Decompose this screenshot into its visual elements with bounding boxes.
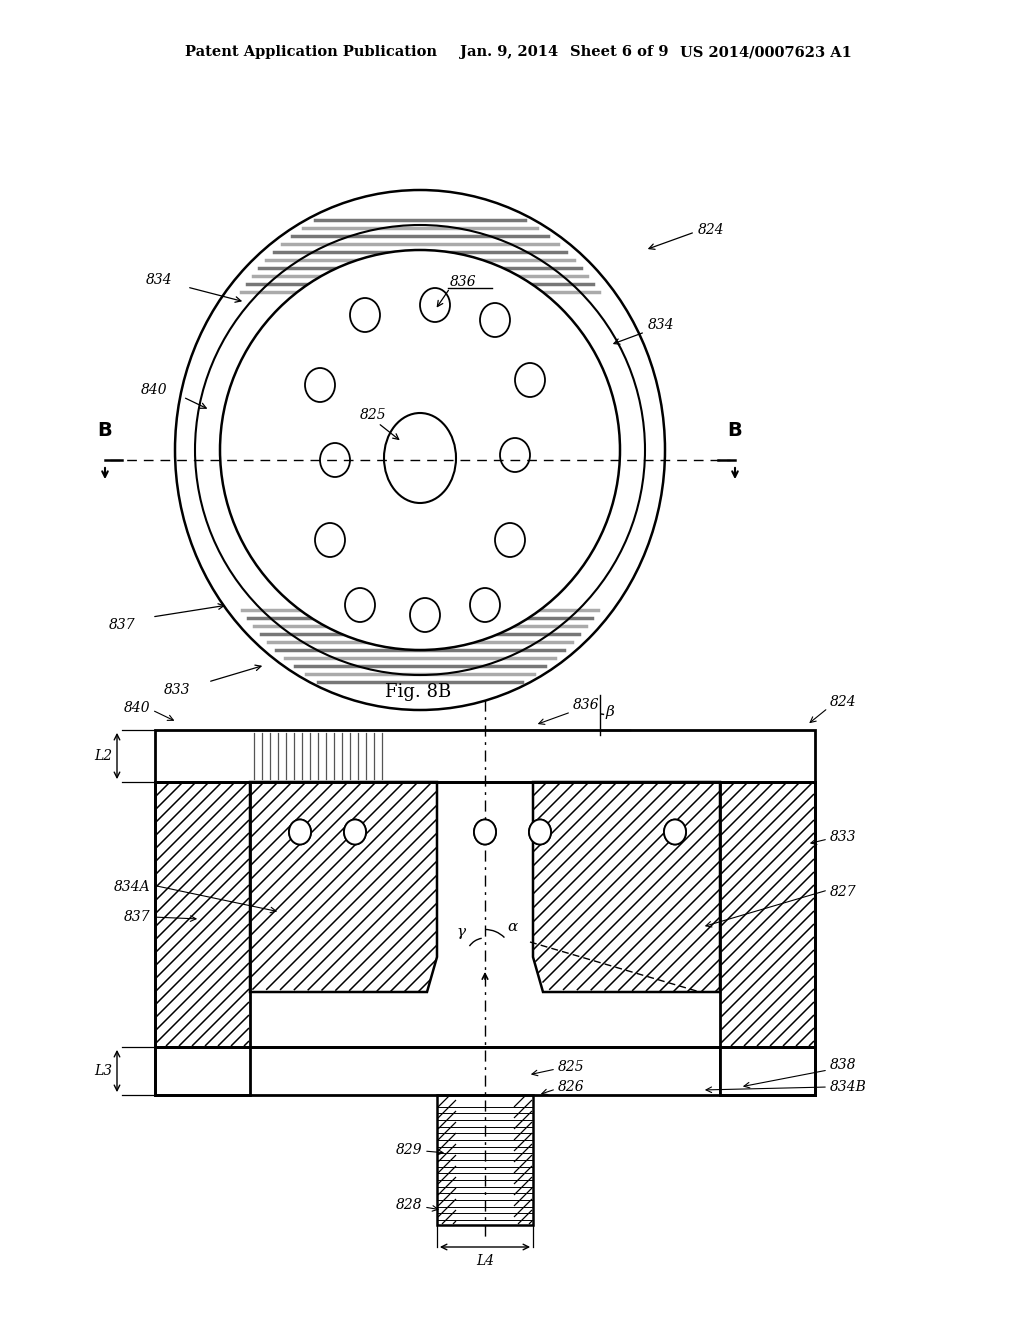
Ellipse shape xyxy=(529,820,551,845)
Text: α: α xyxy=(507,920,517,935)
Bar xyxy=(155,781,815,1047)
Ellipse shape xyxy=(345,587,375,622)
Ellipse shape xyxy=(474,820,496,845)
Text: L4: L4 xyxy=(476,1254,494,1269)
Bar xyxy=(155,781,250,1047)
Ellipse shape xyxy=(495,523,525,557)
Ellipse shape xyxy=(664,820,686,845)
Text: Patent Application Publication: Patent Application Publication xyxy=(185,45,437,59)
Bar xyxy=(155,1047,815,1096)
Text: Sheet 6 of 9: Sheet 6 of 9 xyxy=(570,45,669,59)
Ellipse shape xyxy=(384,413,456,503)
Polygon shape xyxy=(250,781,437,993)
Ellipse shape xyxy=(480,304,510,337)
Ellipse shape xyxy=(664,820,686,845)
Text: 834: 834 xyxy=(145,273,172,286)
Ellipse shape xyxy=(500,438,530,473)
Text: 834: 834 xyxy=(648,318,675,333)
Bar xyxy=(720,1047,815,1096)
Text: 834A: 834A xyxy=(114,880,150,894)
Text: γ: γ xyxy=(457,925,466,939)
Text: B: B xyxy=(97,421,113,440)
Bar xyxy=(155,1047,250,1096)
Text: B: B xyxy=(728,421,742,440)
Ellipse shape xyxy=(344,820,366,845)
Text: 838: 838 xyxy=(830,1059,857,1072)
Text: Fig. 8A: Fig. 8A xyxy=(605,771,671,789)
Text: 836: 836 xyxy=(573,698,600,711)
Ellipse shape xyxy=(319,444,350,477)
Ellipse shape xyxy=(344,820,366,845)
Text: 837: 837 xyxy=(123,909,150,924)
Ellipse shape xyxy=(289,820,311,845)
Bar xyxy=(250,781,720,991)
Text: 826: 826 xyxy=(558,1080,585,1094)
Ellipse shape xyxy=(315,523,345,557)
Ellipse shape xyxy=(305,368,335,403)
Text: 840: 840 xyxy=(140,383,167,397)
Ellipse shape xyxy=(515,363,545,397)
Text: β: β xyxy=(605,705,613,719)
Text: 834B: 834B xyxy=(830,1080,867,1094)
Text: 824: 824 xyxy=(698,223,725,238)
Ellipse shape xyxy=(420,288,450,322)
Ellipse shape xyxy=(474,820,496,845)
Ellipse shape xyxy=(289,820,311,845)
Bar xyxy=(155,730,815,781)
Bar xyxy=(720,781,815,1047)
Ellipse shape xyxy=(350,298,380,333)
Text: 824: 824 xyxy=(830,696,857,709)
Text: 829: 829 xyxy=(395,1143,422,1158)
Bar xyxy=(155,781,250,1047)
Text: 827: 827 xyxy=(830,884,857,899)
Ellipse shape xyxy=(410,598,440,632)
Circle shape xyxy=(220,249,620,649)
Polygon shape xyxy=(534,781,720,993)
Bar xyxy=(720,1047,815,1096)
Text: 836: 836 xyxy=(450,275,476,289)
Text: 833: 833 xyxy=(164,682,190,697)
Text: 837: 837 xyxy=(109,618,135,632)
Text: US 2014/0007623 A1: US 2014/0007623 A1 xyxy=(680,45,852,59)
Text: 833: 833 xyxy=(830,830,857,843)
Text: L3: L3 xyxy=(94,1064,112,1078)
Ellipse shape xyxy=(470,587,500,622)
Text: Fig. 8B: Fig. 8B xyxy=(385,682,452,701)
Text: 825: 825 xyxy=(360,408,387,422)
Text: L2: L2 xyxy=(94,748,112,763)
Ellipse shape xyxy=(529,820,551,845)
Text: 840: 840 xyxy=(123,701,150,715)
Ellipse shape xyxy=(175,190,665,710)
Bar xyxy=(437,1096,534,1225)
Text: Jan. 9, 2014: Jan. 9, 2014 xyxy=(460,45,558,59)
Bar xyxy=(720,781,815,1047)
Text: 828: 828 xyxy=(395,1199,422,1212)
Text: 825: 825 xyxy=(558,1060,585,1074)
